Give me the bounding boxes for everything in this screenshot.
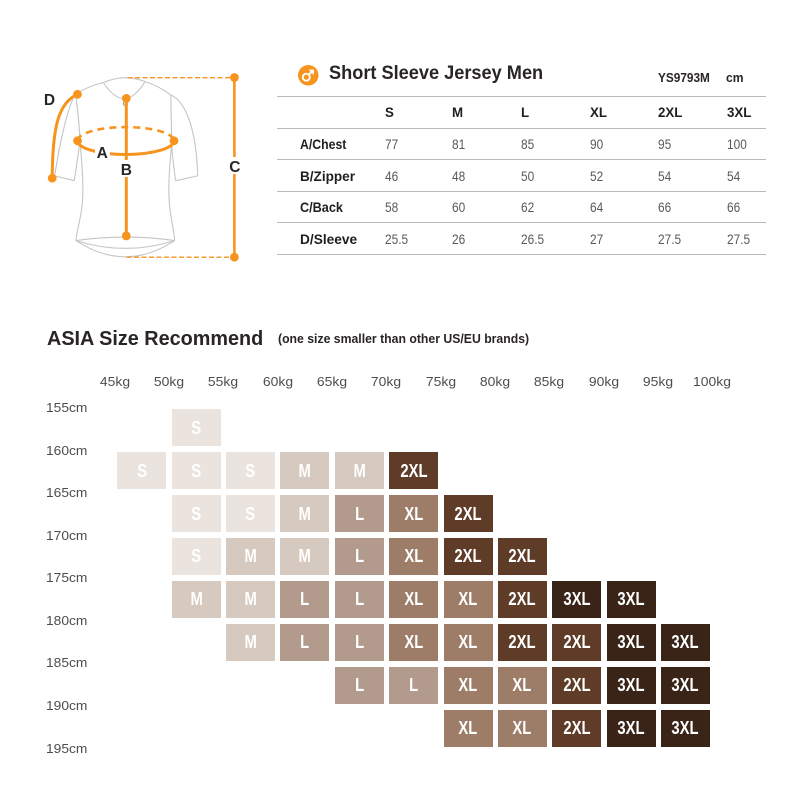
svg-text:B: B [121,162,132,179]
svg-text:C: C [229,159,240,176]
svg-text:A: A [97,145,108,162]
svg-text:D: D [44,92,55,109]
